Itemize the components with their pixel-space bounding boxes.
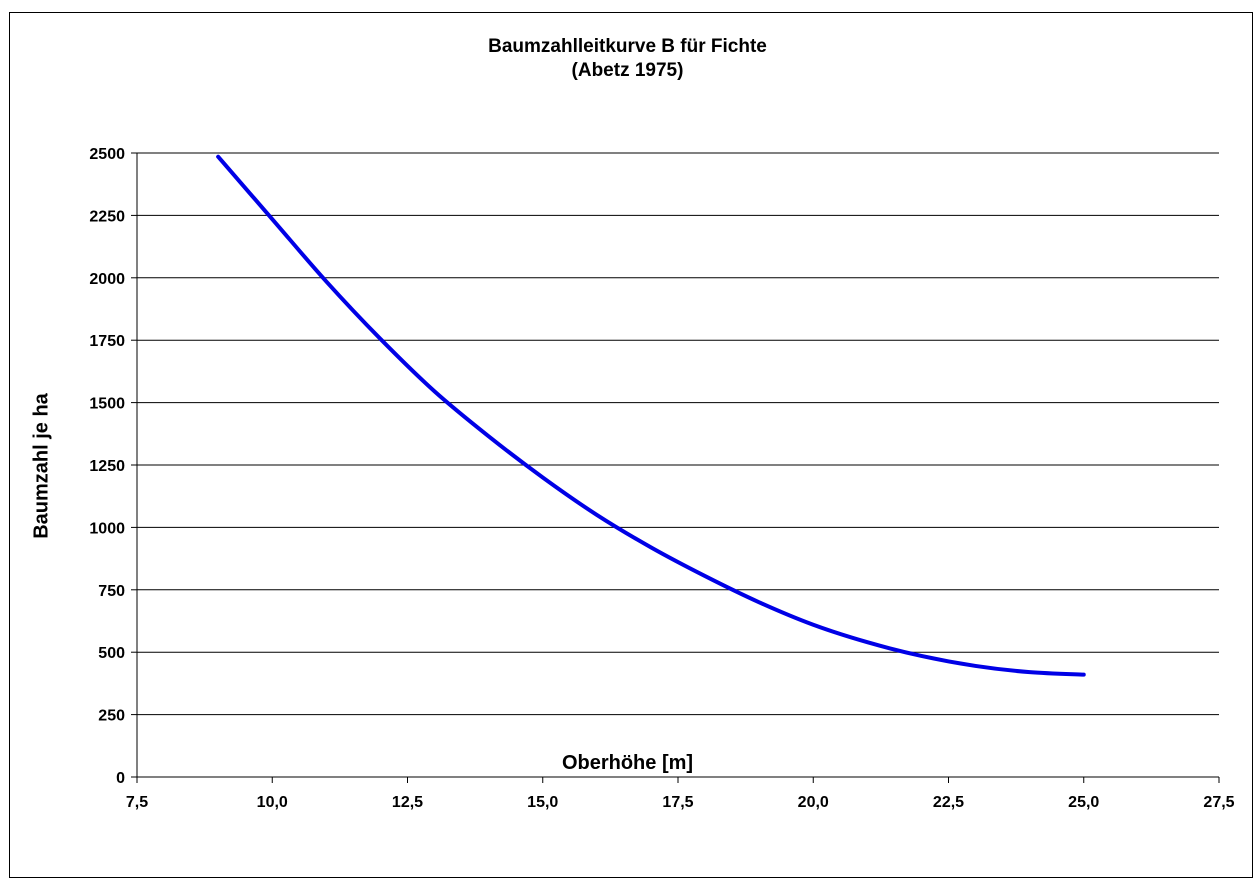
series-layer (216, 154, 1086, 677)
y-tick-label: 0 (116, 770, 125, 787)
x-tick-label: 15,0 (527, 794, 558, 811)
axes (131, 152, 1220, 783)
x-tick-label: 22,5 (933, 794, 964, 811)
y-tick-label: 2250 (89, 208, 125, 225)
x-tick-label: 25,0 (1068, 794, 1099, 811)
series-line (216, 154, 1086, 677)
y-tick-label: 1500 (89, 396, 125, 413)
y-tick-label: 1250 (89, 458, 125, 475)
x-tick-label: 17,5 (662, 794, 693, 811)
y-axis-label: Baumzahl je ha (30, 393, 53, 539)
y-tick-label: 2000 (89, 271, 125, 288)
y-tick-label: 1000 (89, 520, 125, 537)
x-tick-label: 12,5 (392, 794, 423, 811)
chart-subtitle: (Abetz 1975) (571, 60, 684, 81)
x-tick-label: 27,5 (1203, 794, 1234, 811)
x-tick-labels: 7,5 10,0 12,5 15,0 17,5 20,0 22,5 25,0 27,5 (126, 794, 1235, 811)
gridlines (137, 152, 1219, 716)
x-axis-label: Oberhöhe [m] (561, 752, 694, 774)
y-tick-labels: 0 250 500 750 1000 1250 1500 1750 2000 2250 2500 (89, 146, 125, 787)
y-tick-label: 1750 (89, 333, 125, 350)
y-tick-label: 2500 (89, 146, 125, 163)
x-tick-label: 20,0 (798, 794, 829, 811)
y-tick-label: 250 (98, 708, 125, 725)
y-tick-label: 750 (98, 583, 125, 600)
y-tick-label: 500 (98, 645, 125, 662)
x-tick-label: 10,0 (257, 794, 288, 811)
x-tick-label: 7,5 (126, 794, 148, 811)
chart-title: Baumzahlleitkurve B für Fichte (488, 36, 767, 57)
